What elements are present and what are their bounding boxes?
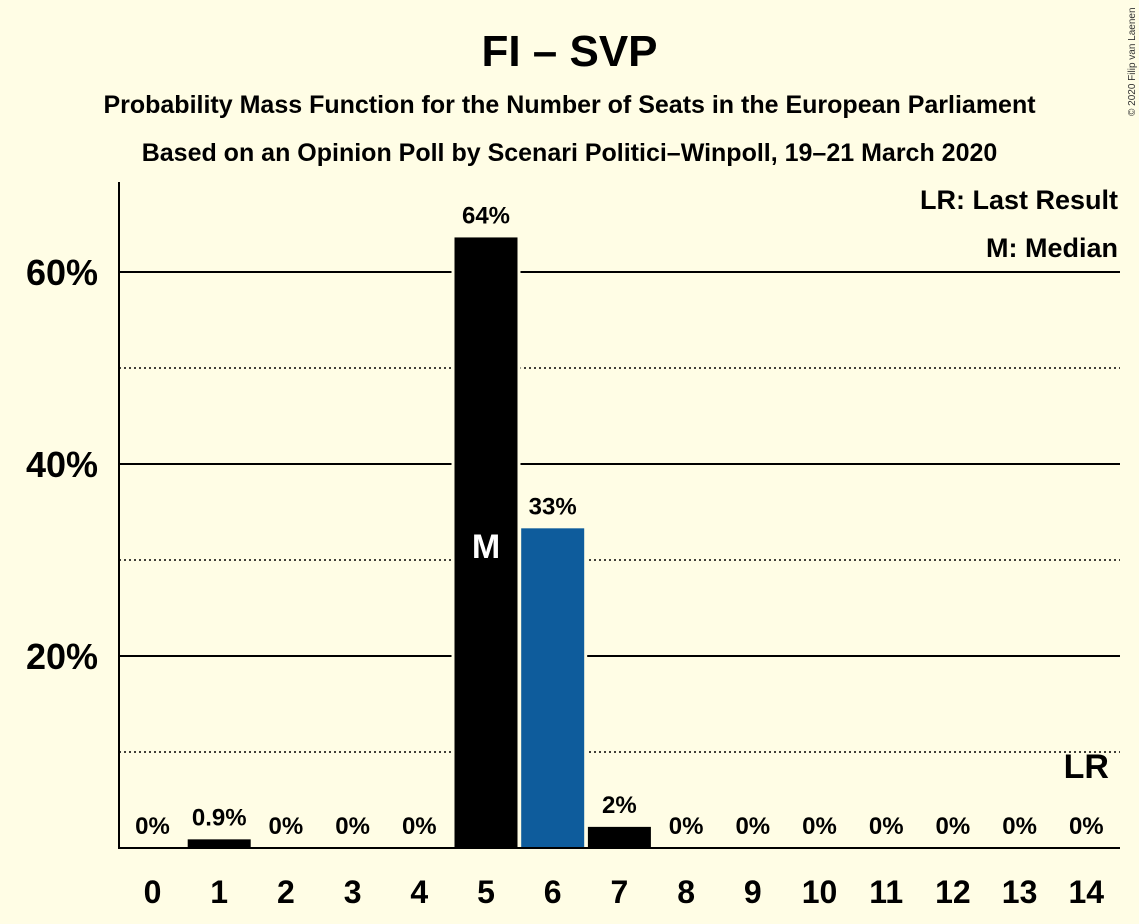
data-label: 0% — [669, 813, 704, 840]
last-result-marker: LR — [1064, 748, 1109, 786]
y-tick-label: 40% — [26, 444, 98, 485]
data-label: 0% — [735, 813, 770, 840]
data-label: 0% — [335, 813, 370, 840]
x-tick-label: 7 — [611, 874, 629, 910]
x-tick-label: 2 — [277, 874, 295, 910]
data-label: 64% — [462, 202, 510, 229]
data-label: 0.9% — [192, 804, 247, 831]
x-tick-label: 0 — [144, 874, 162, 910]
data-label: 0% — [135, 813, 170, 840]
x-axis-ticks: 0 1 2 3 4 5 6 7 8 9 10 11 12 13 14 — [144, 874, 1105, 910]
data-label: 0% — [802, 813, 837, 840]
data-label: 0% — [1069, 813, 1104, 840]
data-label: 0% — [402, 813, 437, 840]
bars: 0% 0.9% 0% 0% 0% 64% 33% 2% 0% 0% 0% 0% 0% 0% 0% M LR — [135, 202, 1109, 848]
data-label: 33% — [529, 493, 577, 520]
median-marker: M — [472, 528, 500, 566]
bar — [187, 839, 251, 848]
x-tick-label: 11 — [869, 874, 903, 910]
copyright-text: © 2020 Filip van Laenen — [1127, 7, 1138, 116]
y-axis-ticks: 20% 40% 60% — [26, 252, 98, 677]
x-tick-label: 12 — [935, 874, 971, 910]
x-tick-label: 10 — [802, 874, 838, 910]
x-tick-label: 14 — [1069, 874, 1105, 910]
chart-subtitle-1: Probability Mass Function for the Number… — [103, 91, 1036, 119]
x-tick-label: 5 — [477, 874, 495, 910]
x-tick-label: 8 — [677, 874, 695, 910]
x-tick-label: 13 — [1002, 874, 1038, 910]
x-tick-label: 9 — [744, 874, 762, 910]
x-tick-label: 6 — [544, 874, 562, 910]
gridlines — [119, 271, 1120, 753]
legend-median: M: Median — [986, 233, 1118, 263]
x-tick-label: 1 — [210, 874, 228, 910]
data-label: 0% — [269, 813, 304, 840]
y-tick-label: 60% — [26, 252, 98, 293]
data-label: 2% — [602, 792, 637, 819]
x-tick-label: 3 — [344, 874, 362, 910]
x-tick-label: 4 — [410, 874, 428, 910]
y-tick-label: 20% — [26, 636, 98, 677]
chart-subtitle-2: Based on an Opinion Poll by Scenari Poli… — [142, 139, 998, 167]
bar — [521, 528, 585, 848]
bar — [587, 826, 651, 848]
bar — [454, 237, 518, 848]
chart-title: FI – SVP — [481, 27, 657, 76]
legend-last-result: LR: Last Result — [920, 185, 1118, 215]
data-label: 0% — [1002, 813, 1037, 840]
data-label: 0% — [869, 813, 904, 840]
data-label: 0% — [936, 813, 971, 840]
